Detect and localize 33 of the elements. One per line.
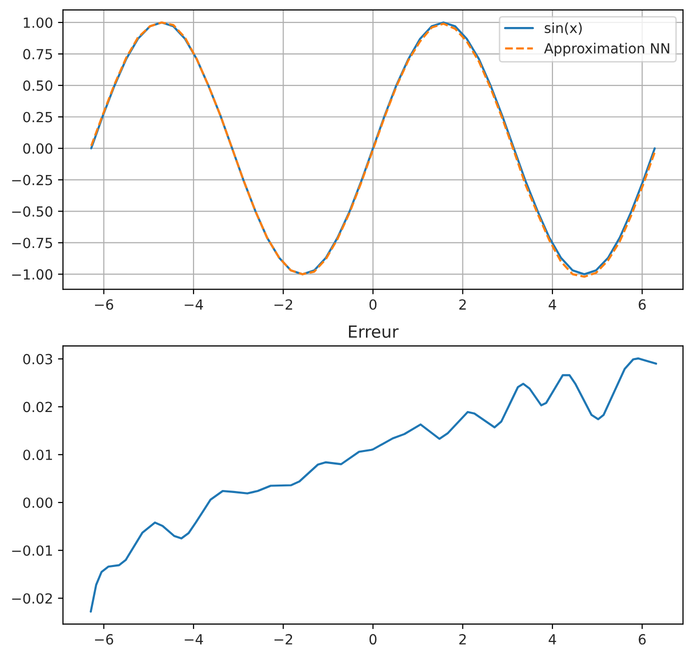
y-tick-label: 0.25 [23,112,52,122]
line-series [90,357,658,613]
y-tick-label: −0.25 [12,174,52,186]
legend-label: Approximation NN [544,42,670,56]
y-tick-label: −0.50 [12,206,52,217]
y-tick-label: −1.00 [12,269,52,280]
x-tick-label: 2 [459,299,466,310]
y-tick-label: 1.00 [24,17,52,28]
y-tick-label: −0.75 [12,238,52,248]
x-tick-label: −2 [274,634,292,644]
chart-title: Erreur [349,325,399,338]
x-tick-label: −4 [184,299,203,310]
x-tick-label: −4 [184,634,203,644]
x-tick-label: 2 [459,634,466,644]
y-tick-label: 0.00 [23,497,52,508]
x-tick-label: 6 [638,299,646,310]
y-tick-label: 0.02 [23,402,52,412]
x-tick-label: 6 [638,634,646,645]
y-tick-label: 0.03 [23,354,52,364]
y-tick-label: 0.00 [23,143,52,154]
x-tick-label: 4 [548,299,556,310]
x-tick-label: −6 [95,299,114,310]
y-tick-label: 0.50 [23,80,52,91]
y-tick-label: −0.02 [12,593,52,604]
x-tick-label: −6 [95,634,114,645]
x-tick-label: 0 [369,634,376,645]
x-tick-label: −2 [274,299,292,310]
y-tick-label: 0.75 [23,48,52,60]
y-tick-label: −0.01 [12,545,52,556]
x-tick-label: 0 [369,299,376,310]
x-tick-label: 4 [548,634,556,644]
y-tick-label: 0.01 [23,450,52,460]
legend-label: sin(x) [544,22,582,35]
